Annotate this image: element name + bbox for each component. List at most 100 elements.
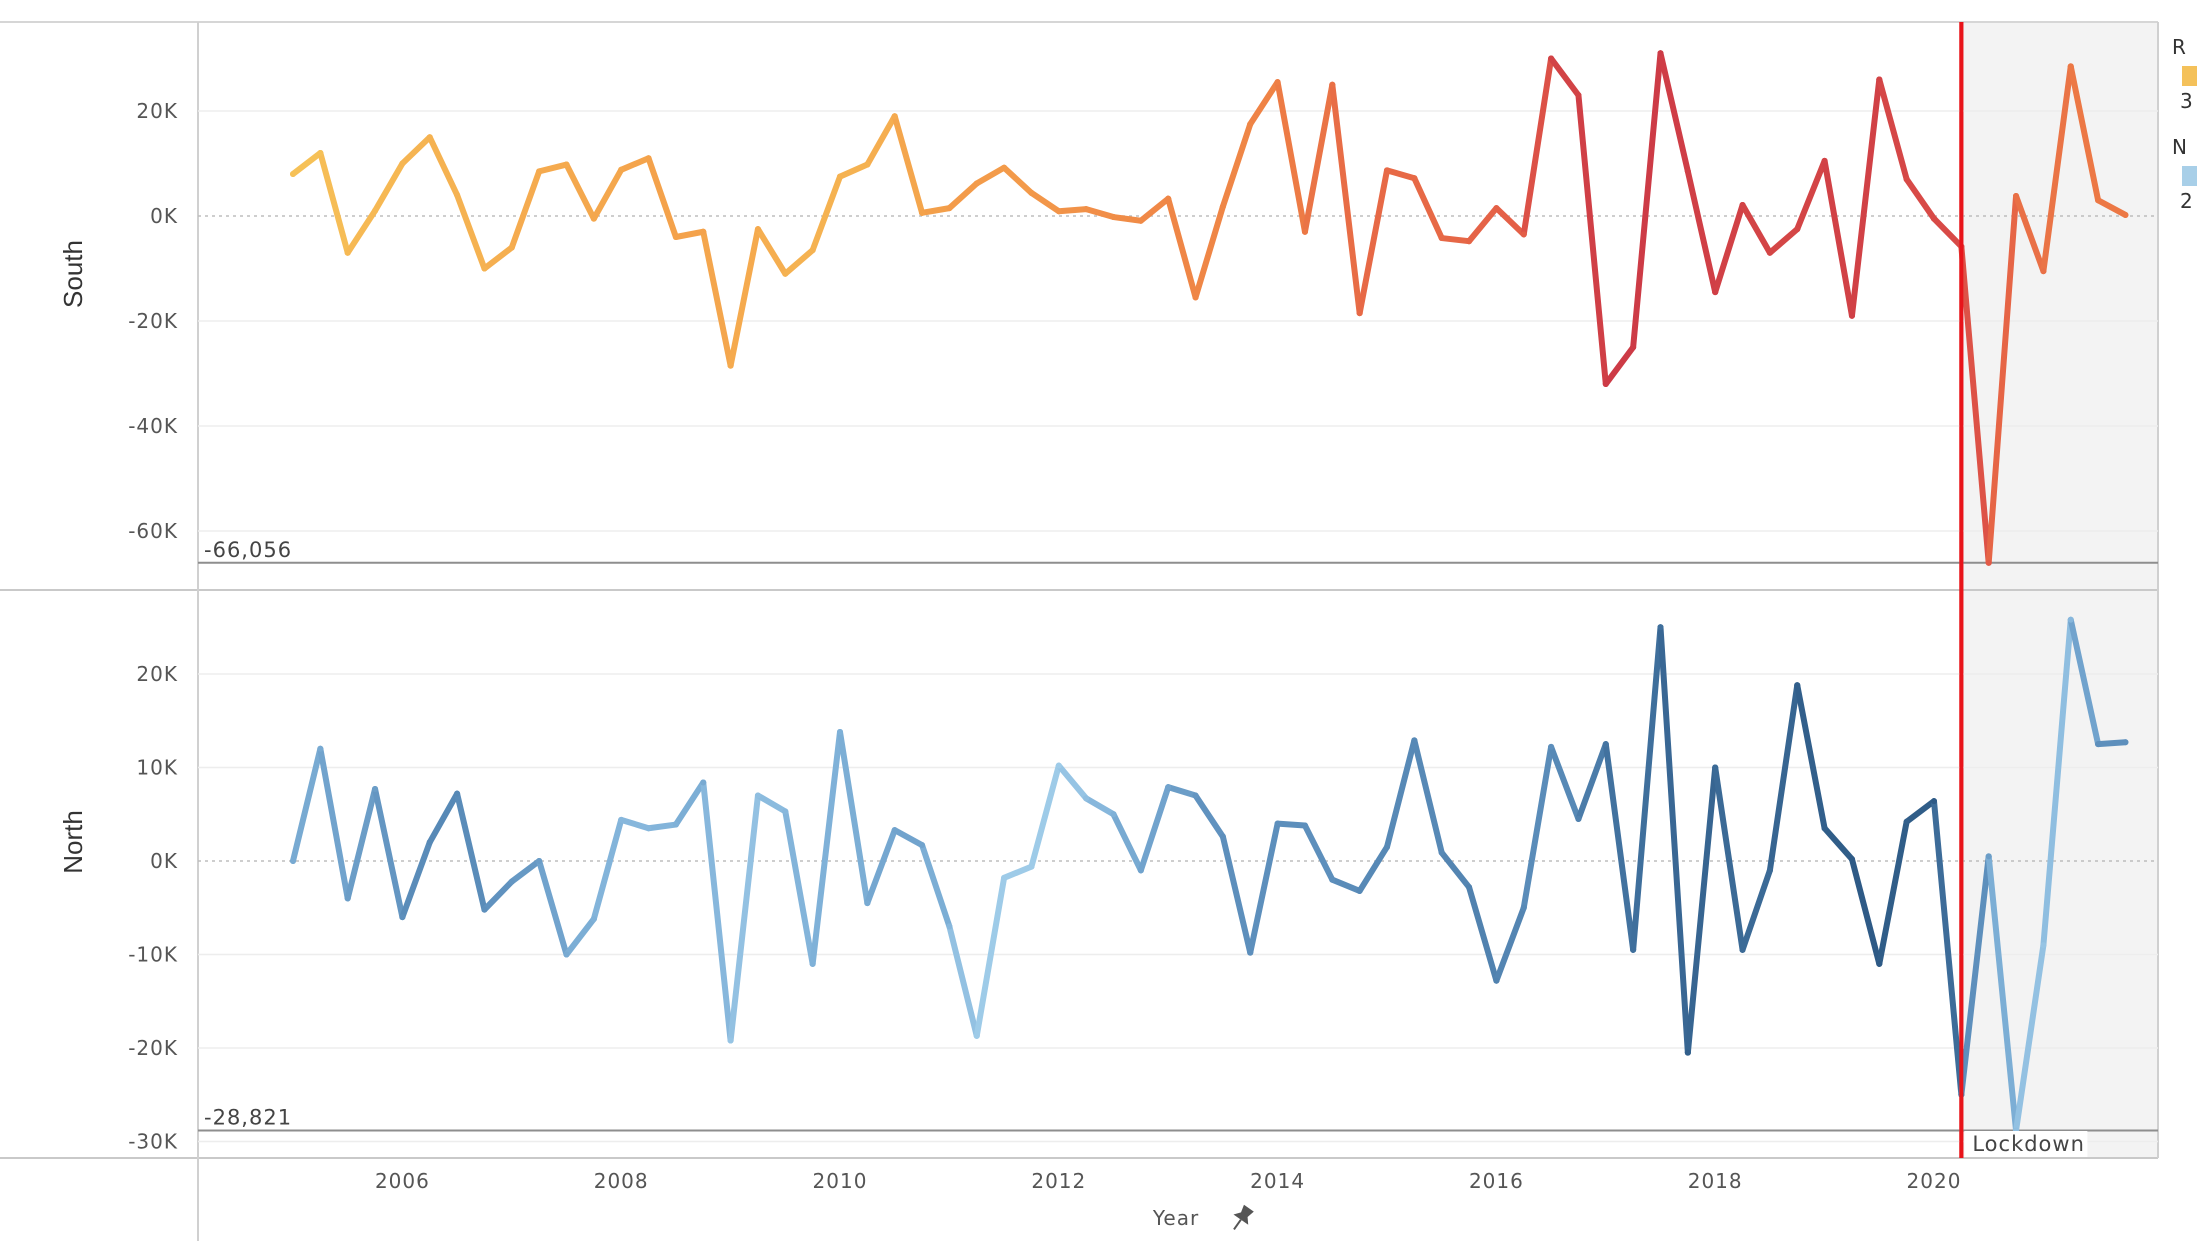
data-point[interactable] bbox=[1794, 226, 1801, 233]
data-point[interactable] bbox=[2122, 211, 2129, 218]
data-point[interactable] bbox=[1411, 737, 1418, 744]
data-point[interactable] bbox=[399, 160, 406, 167]
data-point[interactable] bbox=[1411, 175, 1418, 182]
data-point[interactable] bbox=[809, 247, 816, 254]
data-point[interactable] bbox=[508, 244, 515, 251]
data-point[interactable] bbox=[645, 825, 652, 832]
data-point[interactable] bbox=[645, 155, 652, 162]
pin-icon[interactable] bbox=[1227, 1203, 1257, 1235]
data-point[interactable] bbox=[946, 205, 953, 212]
data-point[interactable] bbox=[426, 134, 433, 141]
data-point[interactable] bbox=[754, 792, 761, 799]
data-point[interactable] bbox=[1739, 201, 1746, 208]
data-point[interactable] bbox=[1931, 215, 1937, 222]
data-point[interactable] bbox=[1548, 55, 1555, 62]
data-point[interactable] bbox=[372, 207, 379, 214]
data-point[interactable] bbox=[481, 906, 488, 913]
data-point[interactable] bbox=[618, 166, 625, 173]
data-point[interactable] bbox=[2013, 193, 2020, 200]
data-point[interactable] bbox=[782, 270, 789, 277]
data-point[interactable] bbox=[1821, 157, 1828, 164]
data-point[interactable] bbox=[1247, 121, 1254, 128]
data-point[interactable] bbox=[1630, 344, 1637, 351]
data-point[interactable] bbox=[1876, 960, 1883, 967]
data-point[interactable] bbox=[1985, 853, 1992, 860]
data-point[interactable] bbox=[508, 878, 515, 885]
data-point[interactable] bbox=[837, 173, 843, 180]
data-point[interactable] bbox=[1137, 217, 1144, 224]
data-point[interactable] bbox=[672, 821, 679, 828]
data-point[interactable] bbox=[590, 215, 597, 222]
data-point[interactable] bbox=[618, 816, 625, 823]
data-point[interactable] bbox=[1219, 203, 1226, 210]
data-point[interactable] bbox=[1712, 289, 1719, 296]
data-point[interactable] bbox=[1520, 904, 1527, 911]
data-point[interactable] bbox=[1165, 784, 1172, 791]
data-point[interactable] bbox=[454, 790, 461, 797]
data-point[interactable] bbox=[454, 192, 461, 198]
data-point[interactable] bbox=[864, 161, 871, 168]
data-point[interactable] bbox=[1001, 164, 1008, 171]
data-point[interactable] bbox=[1493, 977, 1500, 984]
data-point[interactable] bbox=[1821, 825, 1828, 832]
data-point[interactable] bbox=[290, 858, 296, 864]
data-point[interactable] bbox=[700, 779, 707, 786]
data-point[interactable] bbox=[1602, 741, 1609, 748]
data-point[interactable] bbox=[1985, 559, 1992, 566]
data-point[interactable] bbox=[1438, 849, 1445, 856]
data-point[interactable] bbox=[1384, 167, 1390, 174]
data-point[interactable] bbox=[1766, 249, 1773, 256]
data-point[interactable] bbox=[1575, 815, 1582, 822]
data-point[interactable] bbox=[317, 150, 324, 156]
data-point[interactable] bbox=[1602, 381, 1609, 387]
data-point[interactable] bbox=[891, 113, 898, 120]
data-point[interactable] bbox=[672, 234, 679, 240]
data-point[interactable] bbox=[1931, 798, 1937, 805]
data-point[interactable] bbox=[1137, 867, 1144, 874]
data-point[interactable] bbox=[973, 180, 980, 187]
data-point[interactable] bbox=[344, 249, 351, 256]
data-point[interactable] bbox=[290, 171, 296, 177]
data-point[interactable] bbox=[1548, 743, 1555, 750]
data-point[interactable] bbox=[1055, 762, 1062, 769]
data-point[interactable] bbox=[700, 228, 707, 235]
data-point[interactable] bbox=[1329, 81, 1336, 88]
data-point[interactable] bbox=[946, 923, 953, 930]
data-point[interactable] bbox=[1876, 76, 1883, 83]
data-point[interactable] bbox=[1055, 208, 1062, 215]
data-point[interactable] bbox=[1001, 874, 1008, 881]
data-point[interactable] bbox=[590, 915, 597, 922]
data-point[interactable] bbox=[1384, 843, 1390, 850]
data-point[interactable] bbox=[344, 895, 351, 902]
data-point[interactable] bbox=[1110, 811, 1117, 818]
data-point[interactable] bbox=[1192, 294, 1199, 301]
data-point[interactable] bbox=[1794, 682, 1801, 689]
data-point[interactable] bbox=[1192, 792, 1199, 799]
data-point[interactable] bbox=[864, 900, 871, 907]
data-point[interactable] bbox=[1520, 231, 1527, 238]
data-point[interactable] bbox=[1903, 818, 1910, 825]
data-point[interactable] bbox=[727, 362, 734, 369]
data-point[interactable] bbox=[1712, 764, 1719, 771]
data-point[interactable] bbox=[809, 960, 816, 967]
data-point[interactable] bbox=[1219, 833, 1226, 840]
data-point[interactable] bbox=[2067, 63, 2074, 70]
data-point[interactable] bbox=[1356, 310, 1363, 317]
data-point[interactable] bbox=[1766, 867, 1773, 874]
data-point[interactable] bbox=[481, 265, 488, 272]
data-point[interactable] bbox=[782, 808, 789, 815]
data-point[interactable] bbox=[1301, 822, 1308, 829]
data-point[interactable] bbox=[1739, 946, 1746, 953]
data-point[interactable] bbox=[891, 827, 898, 834]
data-point[interactable] bbox=[1329, 876, 1336, 883]
data-point[interactable] bbox=[1438, 235, 1445, 242]
data-point[interactable] bbox=[2122, 739, 2129, 746]
legend-swatch-2[interactable] bbox=[2182, 166, 2197, 186]
data-point[interactable] bbox=[837, 728, 843, 735]
data-point[interactable] bbox=[1657, 624, 1664, 631]
data-point[interactable] bbox=[1575, 92, 1582, 99]
data-point[interactable] bbox=[563, 161, 570, 168]
data-point[interactable] bbox=[1466, 884, 1473, 891]
data-point[interactable] bbox=[973, 1032, 980, 1039]
data-point[interactable] bbox=[536, 168, 543, 175]
